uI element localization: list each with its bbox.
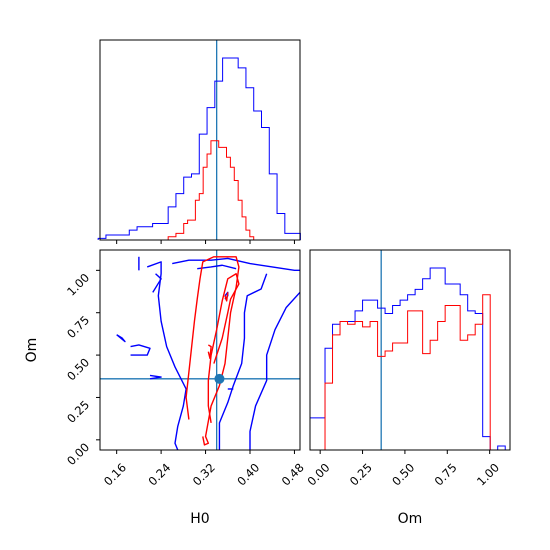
joint-ytick-label-0: 0.00 xyxy=(64,440,92,468)
om-xtick-label-0: 0.00 xyxy=(305,460,333,488)
om-xtick-label-4: 1.00 xyxy=(474,460,502,488)
red-contour-0 xyxy=(185,256,240,446)
h0-marginal-panel xyxy=(97,39,301,244)
om-xtick-label-2: 0.50 xyxy=(389,460,417,488)
joint-xtick-label-1: 0.24 xyxy=(145,460,173,488)
om-xtick-label-1: 0.25 xyxy=(347,460,375,488)
blue-contour-8 xyxy=(116,334,126,343)
red-contour-1 xyxy=(207,273,240,423)
om-marginal-panel: 0.00 0.25 0.50 0.75 1.00 Om xyxy=(305,249,511,527)
blue-contour-1 xyxy=(172,257,300,272)
joint-contour-panel: 0.16 0.24 0.32 0.40 0.48 0.00 0.25 0.50 0.75 1.00… xyxy=(24,249,307,527)
red-contour-3 xyxy=(224,292,229,302)
joint-xtick-label-4: 0.48 xyxy=(279,460,307,488)
blue-contour-2 xyxy=(197,264,237,270)
om-histogram-blue xyxy=(309,267,510,451)
x-axis-label-h0: H0 xyxy=(190,511,209,527)
joint-ytick-label-1: 0.25 xyxy=(64,398,92,426)
joint-xtick-label-0: 0.16 xyxy=(101,460,129,488)
joint-ytick-label-3: 0.75 xyxy=(64,313,92,341)
om-marginal-frame xyxy=(309,249,511,451)
blue-contour-0 xyxy=(146,261,187,450)
joint-xtick-label-2: 0.32 xyxy=(190,460,218,488)
om-histogram-red xyxy=(310,294,510,451)
blue-contour-10 xyxy=(149,374,162,380)
h0-marginal-frame xyxy=(99,39,301,241)
truth-point-marker xyxy=(214,373,225,384)
blue-contour-4 xyxy=(249,291,300,450)
y-axis-label-om: Om xyxy=(24,338,40,363)
blue-contour-9 xyxy=(130,344,151,356)
blue-contour-6 xyxy=(152,273,162,293)
om-xtick-label-3: 0.75 xyxy=(432,460,460,488)
red-contour-2 xyxy=(207,344,212,360)
joint-frame xyxy=(99,249,301,451)
joint-xtick-label-3: 0.40 xyxy=(234,460,262,488)
blue-contour-3 xyxy=(218,273,268,450)
joint-ytick-label-4: 1.00 xyxy=(64,271,92,299)
x-axis-label-om: Om xyxy=(398,511,423,527)
h0-histogram-blue xyxy=(97,57,301,240)
h0-histogram-red xyxy=(160,140,255,241)
joint-ytick-label-2: 0.50 xyxy=(64,355,92,383)
